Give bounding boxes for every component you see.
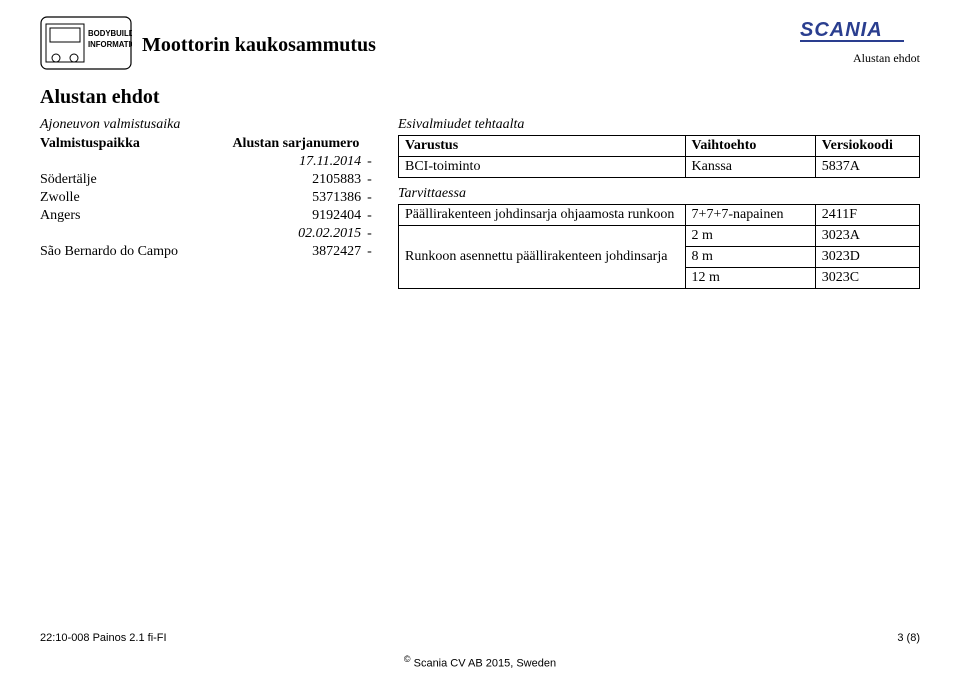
tarvittaessa-table: Päällirakenteen johdinsarja ohjaamosta r… [398,204,920,289]
left-table: Valmistuspaikka Alustan sarjanumero 17.1… [40,135,380,261]
footer-top: 22:10-008 Painos 2.1 fi-FI 3 (8) [40,632,920,644]
left-column: Ajoneuvon valmistusaika Valmistuspaikka … [40,117,380,261]
right-top-row: BCI-toiminto Kanssa 5837A [399,157,920,178]
copyright-icon: © [404,654,411,664]
tarvittaessa-label: Tarvittaessa [398,186,920,202]
serial: 5371386 [232,189,367,207]
footer-left: 22:10-008 Painos 2.1 fi-FI [40,632,167,644]
left-row: Södertälje 2105883 - [40,171,380,189]
cell-a: Runkoon asennettu päällirakenteen johdin… [399,226,686,289]
cell-b: 12 m [685,268,815,289]
place: Angers [40,207,232,225]
svg-text:SCANIA: SCANIA [800,19,883,41]
dash: - [367,153,380,171]
cell-c: 3023D [815,247,919,268]
cell-b: 8 m [685,247,815,268]
serial: 3872427 [232,243,367,261]
right-top-header-row: Varustus Vaihtoehto Versiokoodi [399,136,920,157]
left-date-row: 17.11.2014 - [40,153,380,171]
dash: - [367,243,380,261]
header-right: SCANIA Alustan ehdot [800,16,920,66]
serial: 9192404 [232,207,367,225]
place: Zwolle [40,189,232,207]
dash: - [367,225,380,243]
tarv-row: Runkoon asennettu päällirakenteen johdin… [399,226,920,247]
hdr-varustus: Varustus [399,136,686,157]
svg-text:INFORMATION: INFORMATION [88,40,132,49]
left-col1-header: Valmistuspaikka [40,135,232,153]
place [40,225,232,243]
cell-c: 3023C [815,268,919,289]
cell-b: Kanssa [685,157,815,178]
cell-b: 7+7+7-napainen [685,205,815,226]
dash: - [367,171,380,189]
bodybuilding-information-logo: BODYBUILDING INFORMATION [40,16,132,70]
serial: 2105883 [232,171,367,189]
hdr-vaihtoehto: Vaihtoehto [685,136,815,157]
left-row: São Bernardo do Campo 3872427 - [40,243,380,261]
header: BODYBUILDING INFORMATION Moottorin kauko… [40,16,920,70]
header-left: BODYBUILDING INFORMATION Moottorin kauko… [40,16,376,70]
scania-logo: SCANIA [800,16,920,44]
cell-c: 5837A [815,157,919,178]
place: São Bernardo do Campo [40,243,232,261]
cell-c: 2411F [815,205,919,226]
left-row: Angers 9192404 - [40,207,380,225]
serial: 02.02.2015 [232,225,367,243]
left-row: Zwolle 5371386 - [40,189,380,207]
prefit-label: Esivalmiudet tehtaalta [398,117,920,133]
cell-a: Päällirakenteen johdinsarja ohjaamosta r… [399,205,686,226]
section-heading: Alustan ehdot [40,86,920,109]
blank [40,153,232,171]
dash: - [367,207,380,225]
place: Södertälje [40,171,232,189]
hdr-versiokoodi: Versiokoodi [815,136,919,157]
top-right-subtitle: Alustan ehdot [800,51,920,66]
left-row: 02.02.2015 - [40,225,380,243]
cell-c: 3023A [815,226,919,247]
right-column: Esivalmiudet tehtaalta Varustus Vaihtoeh… [398,117,920,289]
footer: 22:10-008 Painos 2.1 fi-FI 3 (8) © Scani… [40,632,920,670]
right-top-table: Varustus Vaihtoehto Versiokoodi BCI-toim… [398,135,920,178]
footer-center: © Scania CV AB 2015, Sweden [40,654,920,670]
build-date-label: Ajoneuvon valmistusaika [40,117,380,133]
left-col3-blank [367,135,380,153]
page: BODYBUILDING INFORMATION Moottorin kauko… [0,0,960,690]
left-col2-header: Alustan sarjanumero [232,135,367,153]
content-columns: Ajoneuvon valmistusaika Valmistuspaikka … [40,117,920,289]
cell-b: 2 m [685,226,815,247]
date-display: 17.11.2014 [232,153,367,171]
page-title: Moottorin kaukosammutus [142,34,376,57]
footer-center-text: Scania CV AB 2015, Sweden [414,658,556,670]
tarv-row: Päällirakenteen johdinsarja ohjaamosta r… [399,205,920,226]
svg-text:BODYBUILDING: BODYBUILDING [88,29,132,38]
dash: - [367,189,380,207]
footer-right: 3 (8) [897,632,920,644]
left-table-header: Valmistuspaikka Alustan sarjanumero [40,135,380,153]
cell-a: BCI-toiminto [399,157,686,178]
